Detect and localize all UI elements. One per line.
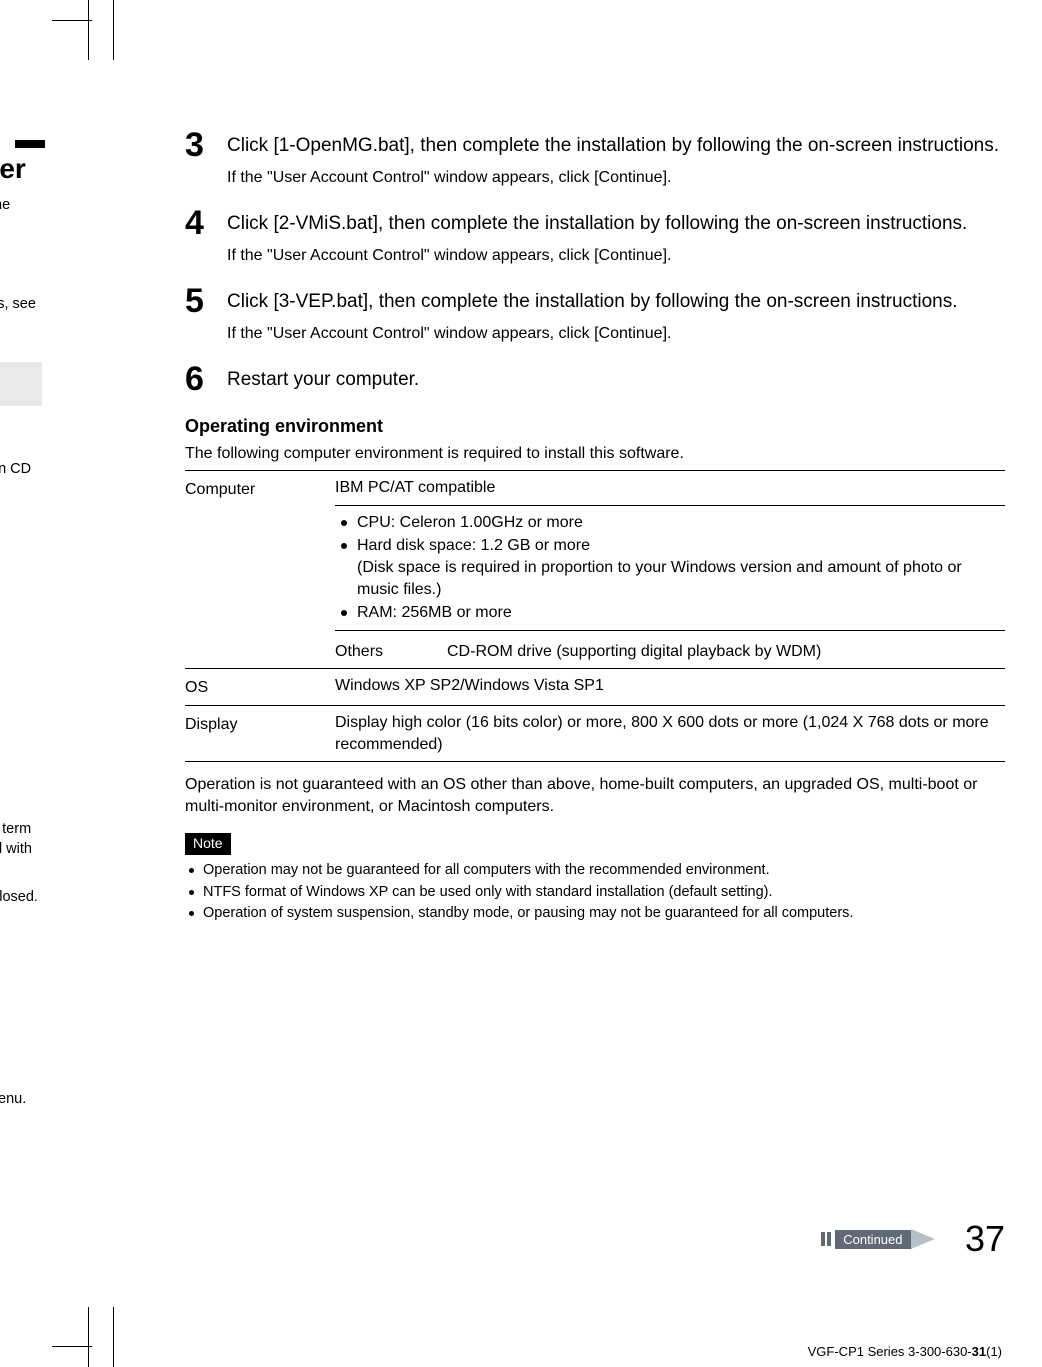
step-instruction: Restart your computer. [227, 366, 1005, 395]
spec-item: CPU: Celeron 1.00GHz or more [335, 512, 1005, 534]
doc-id-bold: 31 [972, 1344, 986, 1359]
crop-mark-top [88, 0, 114, 60]
crop-mark-bottom [88, 1307, 114, 1367]
spec-row-computer: Computer IBM PC/AT compatible CPU: Celer… [185, 470, 1005, 668]
spec-label-display: Display [185, 712, 335, 755]
spec-others-label: Others [335, 641, 415, 663]
left-fragment-enu: enu. [0, 1090, 26, 1110]
spec-computer-list: CPU: Celeron 1.00GHz or more Hard disk s… [335, 512, 1005, 624]
section-subtext: The following computer environment is re… [185, 443, 1005, 465]
step-6: 6 Restart your computer. [185, 362, 1005, 396]
page-content: 3 Click [1-OpenMG.bat], then complete th… [185, 128, 1005, 926]
crop-tick-bottom [52, 1346, 92, 1347]
note-item: Operation may not be guaranteed for all … [185, 861, 1005, 881]
paragraph: Operation is not guaranteed with an OS o… [185, 774, 1005, 817]
step-number: 6 [185, 362, 209, 396]
left-fragment-ter: ter [0, 150, 26, 188]
spec-item-text: Hard disk space: 1.2 GB or more [357, 537, 590, 554]
spec-label-os: OS [185, 675, 335, 699]
left-fragment-greybox [0, 362, 42, 406]
continued-label: Continued [835, 1230, 910, 1250]
step-subtext: If the "User Account Control" window app… [227, 167, 1005, 189]
spec-item: RAM: 256MB or more [335, 602, 1005, 624]
spec-table: Computer IBM PC/AT compatible CPU: Celer… [185, 470, 1005, 762]
section-heading: Operating environment [185, 414, 1005, 438]
continued-bars-icon [821, 1230, 835, 1248]
left-fragment-ed-with: ed with [0, 840, 32, 860]
step-subtext: If the "User Account Control" window app… [227, 323, 1005, 345]
spec-value-display: Display high color (16 bits color) or mo… [335, 712, 1005, 755]
doc-id-suffix: (1) [986, 1344, 1002, 1359]
step-4: 4 Click [2-VMiS.bat], then complete the … [185, 206, 1005, 266]
step-instruction: Click [2-VMiS.bat], then complete the in… [227, 210, 1005, 239]
page-number: 37 [965, 1215, 1005, 1264]
step-instruction: Click [1-OpenMG.bat], then complete the … [227, 132, 1005, 161]
step-number: 5 [185, 284, 209, 344]
spec-value-os: Windows XP SP2/Windows Vista SP1 [335, 675, 1005, 699]
step-number: 3 [185, 128, 209, 188]
step-5: 5 Click [3-VEP.bat], then complete the i… [185, 284, 1005, 344]
left-fragment-closed: closed. [0, 888, 38, 908]
left-fragment-ls-see: ls, see [0, 295, 36, 315]
step-subtext: If the "User Account Control" window app… [227, 245, 1005, 267]
doc-id-prefix: VGF-CP1 Series 3-300-630- [808, 1344, 972, 1359]
document-id: VGF-CP1 Series 3-300-630-31(1) [808, 1343, 1002, 1361]
note-item: Operation of system suspension, standby … [185, 904, 1005, 924]
left-fragment-bar [15, 140, 45, 148]
page-footer: Continued 37 [185, 1215, 1005, 1264]
spec-row-os: OS Windows XP SP2/Windows Vista SP1 [185, 668, 1005, 705]
notes-list: Operation may not be guaranteed for all … [185, 861, 1005, 924]
spec-others-value: CD-ROM drive (supporting digital playbac… [447, 641, 821, 663]
left-fragment-ral-term: ral term [0, 820, 31, 840]
left-fragment-on-cd: on CD [0, 460, 31, 480]
continued-badge: Continued [821, 1229, 934, 1249]
spec-others-row: Others CD-ROM drive (supporting digital … [335, 637, 1005, 663]
note-tag: Note [185, 833, 231, 855]
step-number: 4 [185, 206, 209, 266]
step-3: 3 Click [1-OpenMG.bat], then complete th… [185, 128, 1005, 188]
note-item: NTFS format of Windows XP can be used on… [185, 883, 1005, 903]
spec-item: Hard disk space: 1.2 GB or more (Disk sp… [335, 535, 1005, 600]
spec-row-display: Display Display high color (16 bits colo… [185, 705, 1005, 762]
step-instruction: Click [3-VEP.bat], then complete the ins… [227, 288, 1005, 317]
continued-arrow-icon [911, 1229, 935, 1249]
crop-tick-top [52, 20, 92, 21]
spec-computer-head: IBM PC/AT compatible [335, 477, 1005, 499]
spec-item-cont: (Disk space is required in proportion to… [357, 557, 1005, 600]
spec-label-computer: Computer [185, 477, 335, 662]
left-fragment-he: he [0, 196, 10, 216]
